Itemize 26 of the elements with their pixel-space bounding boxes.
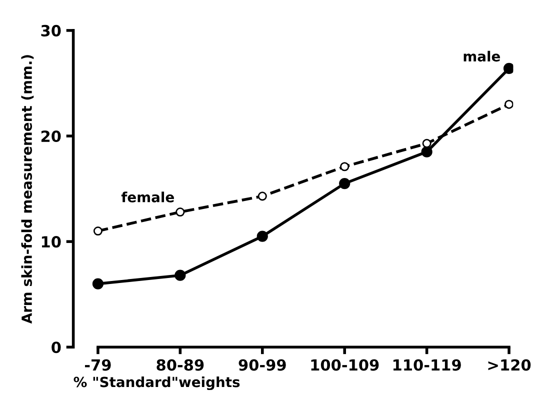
point <box>256 230 268 242</box>
x-tick-label: 110-119 <box>393 359 461 371</box>
x-axis-title: % "Standard"weights <box>74 376 240 390</box>
point <box>176 208 185 217</box>
point <box>504 100 514 109</box>
y-tick-label: 30 <box>41 24 61 36</box>
x-tick-label: 100-109 <box>311 359 379 371</box>
point <box>93 226 102 236</box>
x-tick-label: -79 <box>84 359 111 371</box>
point <box>340 162 350 172</box>
x-tick-label: 90-99 <box>238 359 286 371</box>
x-tick-label: >120 <box>488 359 531 371</box>
x-tick-label: 80-89 <box>156 359 204 371</box>
point <box>92 278 104 290</box>
y-tick-label: 0 <box>52 342 61 354</box>
y-axis-title: Arm skin-fold measurement (mm.) <box>21 55 34 324</box>
series-label: male <box>464 50 500 62</box>
series-label: female <box>121 192 174 202</box>
point <box>421 146 432 158</box>
point <box>258 192 267 201</box>
point <box>174 270 186 281</box>
point <box>503 62 514 74</box>
point <box>339 178 350 190</box>
y-tick-label: 10 <box>42 236 61 248</box>
point <box>422 138 432 148</box>
y-tick-label: 20 <box>41 130 61 142</box>
